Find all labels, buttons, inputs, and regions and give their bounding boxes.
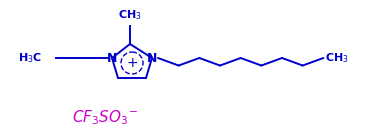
Text: CH$_3$: CH$_3$: [325, 51, 349, 65]
Text: N: N: [147, 52, 157, 65]
Text: CH$_3$: CH$_3$: [118, 8, 142, 22]
Text: CF$_3$SO$_3$$^{-}$: CF$_3$SO$_3$$^{-}$: [72, 109, 138, 127]
Text: H$_3$C: H$_3$C: [18, 51, 42, 65]
Text: N: N: [107, 52, 117, 65]
Text: +: +: [126, 56, 138, 70]
